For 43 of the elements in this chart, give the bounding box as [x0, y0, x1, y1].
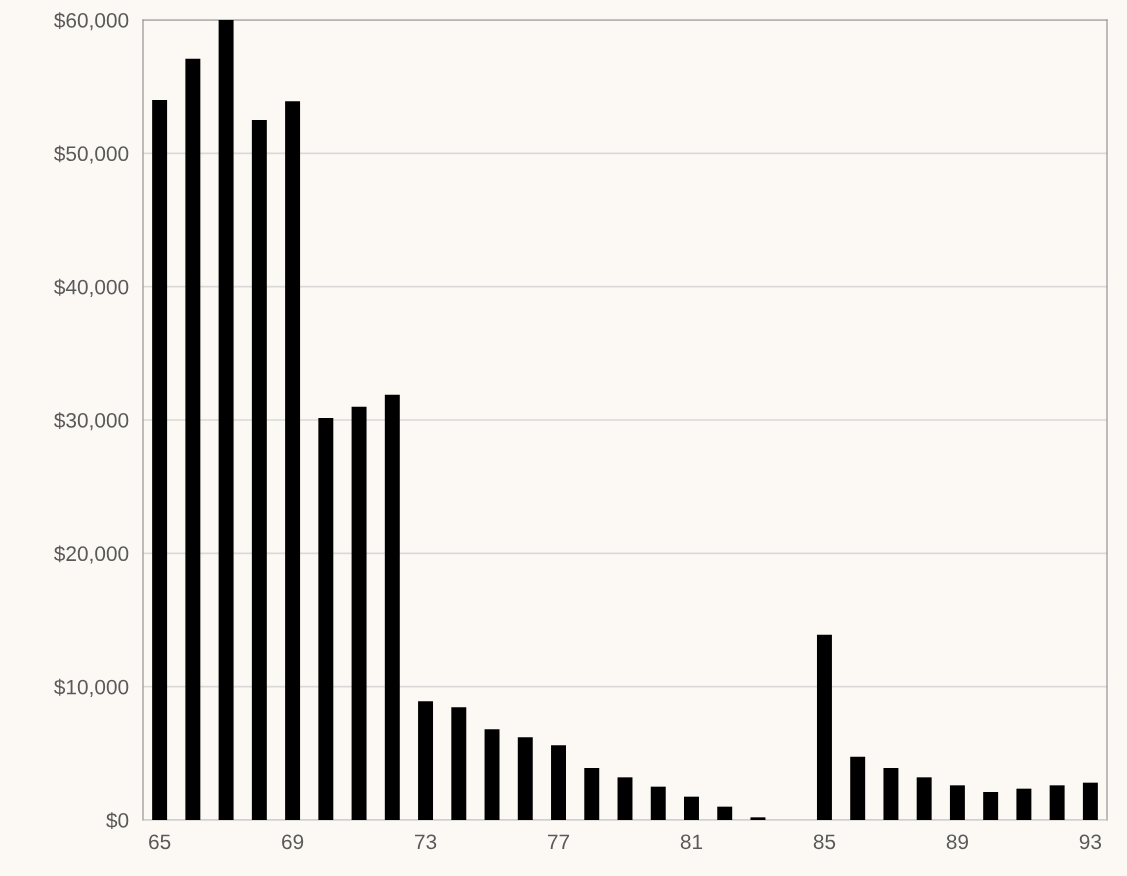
bar — [684, 796, 699, 820]
bar — [451, 707, 467, 820]
x-tick-label: 73 — [415, 834, 437, 850]
bar — [650, 786, 666, 820]
bar — [617, 777, 633, 820]
bar — [484, 729, 500, 820]
x-tick-label: 93 — [1079, 834, 1102, 850]
y-tick-label: $50,000 — [54, 145, 129, 164]
bar — [584, 768, 600, 820]
bar — [384, 394, 400, 820]
y-tick-label: $0 — [106, 812, 129, 829]
x-tick-label: 69 — [282, 834, 304, 850]
bar — [916, 777, 932, 820]
bar — [418, 701, 434, 820]
bar — [318, 418, 334, 820]
bar — [185, 58, 201, 820]
y-tick-label: $10,000 — [54, 678, 129, 697]
bar — [816, 634, 832, 820]
y-tick-label: $30,000 — [54, 412, 129, 431]
y-tick-label: $60,000 — [54, 12, 129, 31]
bar — [285, 101, 301, 820]
bar — [152, 100, 168, 820]
bar — [949, 785, 965, 820]
bar — [883, 768, 899, 820]
bar — [1016, 788, 1032, 820]
bar — [1049, 785, 1065, 820]
bar — [251, 120, 267, 820]
bar — [717, 806, 733, 820]
bar — [351, 406, 367, 820]
y-tick-label: $40,000 — [54, 278, 129, 297]
y-tick-label: $20,000 — [54, 545, 129, 564]
x-tick-label: 85 — [813, 834, 836, 850]
x-tick-label: 81 — [680, 834, 703, 850]
bar — [750, 817, 766, 820]
bar — [551, 745, 566, 820]
bar — [850, 756, 866, 820]
x-tick-label: 89 — [946, 834, 969, 850]
bar — [983, 792, 999, 820]
bar — [218, 20, 234, 820]
bar — [1082, 782, 1098, 820]
x-tick-label: 65 — [149, 834, 171, 850]
x-tick-label: 77 — [548, 834, 570, 849]
bar — [517, 737, 533, 820]
